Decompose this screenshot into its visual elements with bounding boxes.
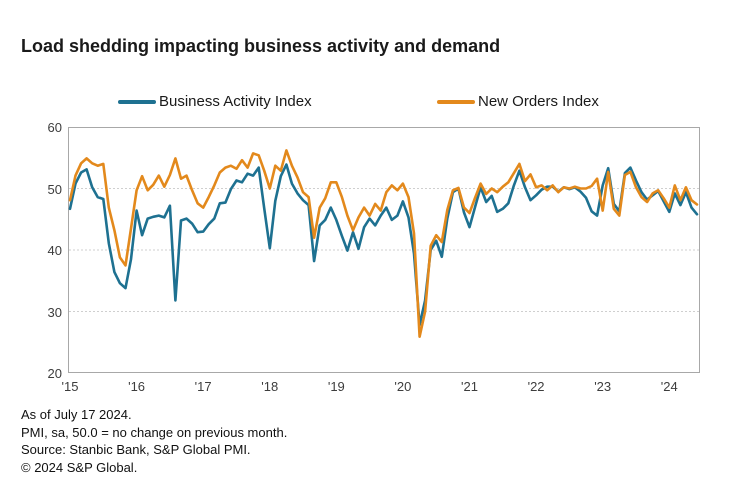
y-tick-label-60: 60: [47, 120, 62, 135]
x-tick-label-24: '24: [660, 379, 678, 394]
x-tick-label-19: '19: [327, 379, 345, 394]
footer-source: Source: Stanbic Bank, S&P Global PMI.: [21, 442, 251, 457]
x-tick-label-17: '17: [194, 379, 212, 394]
legend-label-business-activity: Business Activity Index: [159, 93, 312, 110]
legend-label-new-orders: New Orders Index: [478, 93, 599, 110]
legend-item-business-activity: Business Activity Index: [118, 93, 312, 110]
business-activity-line: [68, 163, 699, 327]
new-orders-line: [68, 149, 699, 339]
footer-notes: As of July 17 2024. PMI, sa, 50.0 = no c…: [21, 406, 287, 476]
new-orders-line-swatch: [437, 99, 475, 104]
x-tick-label-18: '18: [261, 379, 279, 394]
legend-item-new-orders: New Orders Index: [437, 93, 599, 110]
x-tick-label-15: '15: [61, 379, 79, 394]
x-tick-label-22: '22: [527, 379, 545, 394]
footer-copyright: © 2024 S&P Global.: [21, 459, 138, 475]
footer-note: PMI, sa, 50.0 = no change on previous mo…: [21, 424, 288, 440]
y-tick-label-20: 20: [47, 366, 62, 381]
x-tick-label-21: '21: [461, 379, 478, 394]
x-tick-label-20: '20: [394, 379, 412, 394]
x-tick-label-16: '16: [128, 379, 146, 394]
footer-as-of: As of July 17 2024.: [21, 407, 132, 422]
x-tick-label-23: '23: [594, 379, 612, 394]
chart-title: Load shedding impacting business activit…: [21, 36, 501, 56]
business-activity-line-swatch: [118, 99, 156, 104]
y-tick-label-50: 50: [47, 181, 62, 197]
y-tick-label-40: 40: [47, 243, 62, 258]
y-tick-label-30: 30: [47, 304, 62, 320]
